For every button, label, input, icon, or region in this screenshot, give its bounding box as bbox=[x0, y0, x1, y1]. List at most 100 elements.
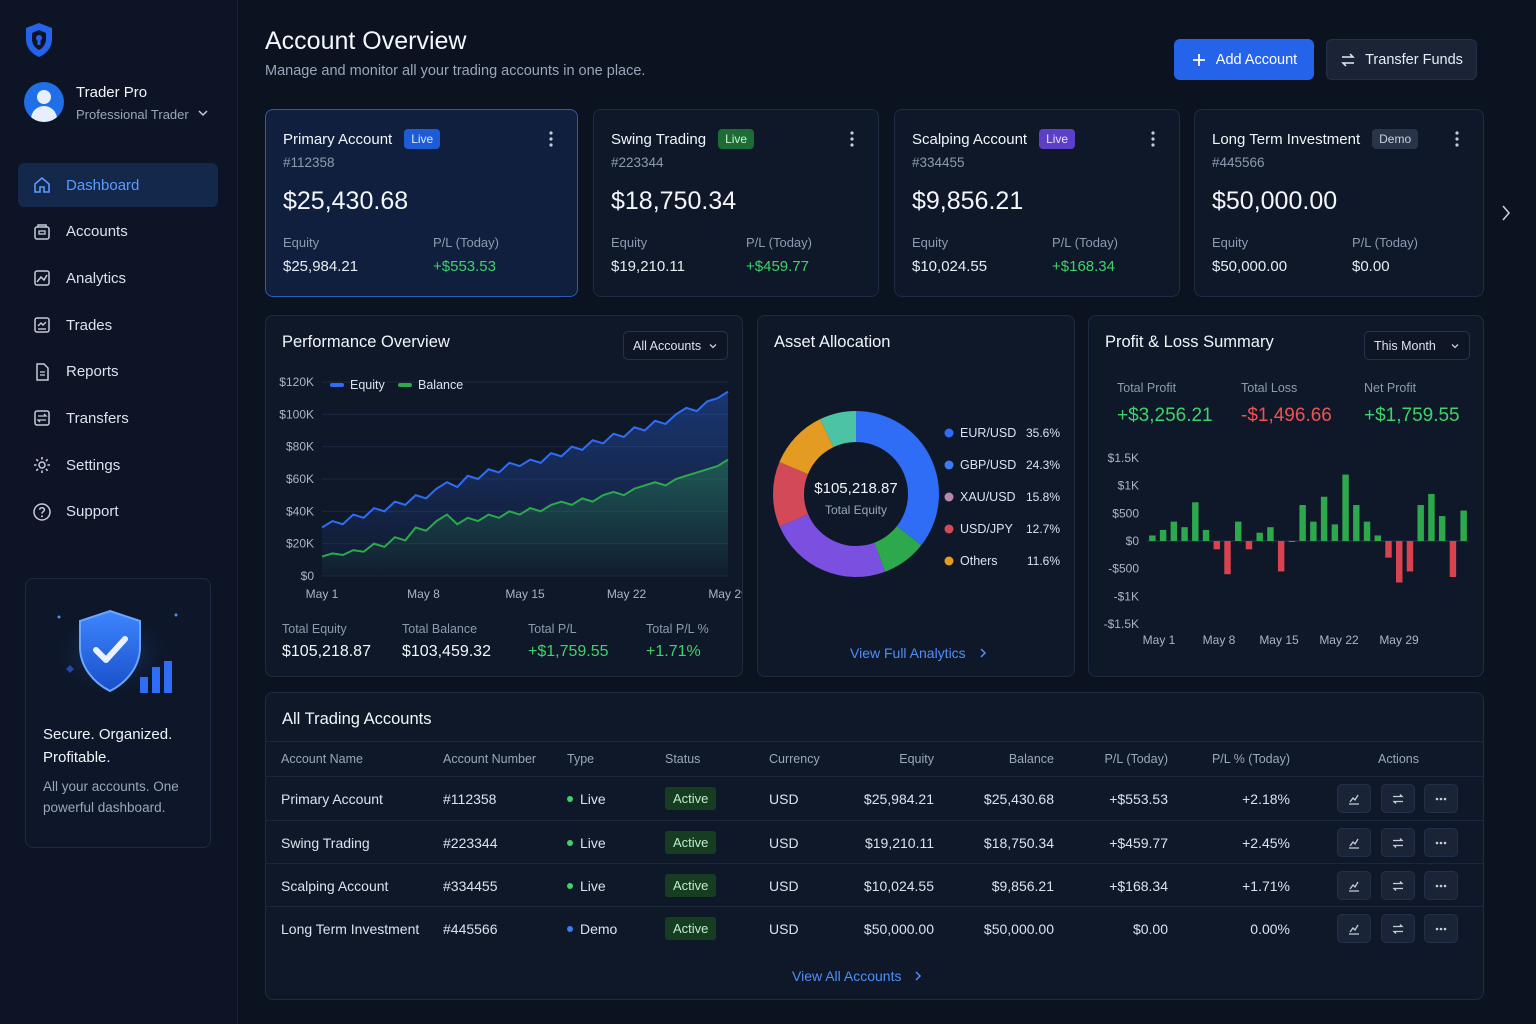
col-header: Account Name bbox=[281, 752, 363, 766]
transfer-icon bbox=[1392, 923, 1404, 934]
table-row[interactable]: Long Term Investment #445566 Demo Active… bbox=[265, 906, 1483, 954]
pnl-bar bbox=[1396, 541, 1403, 583]
chart-icon bbox=[1349, 924, 1359, 935]
sidebar: Trader Pro Professional Trader Dashboard… bbox=[0, 0, 238, 1024]
stat-value: +$1,759.55 bbox=[528, 643, 609, 660]
plus-icon bbox=[1192, 53, 1205, 66]
more-vertical-icon[interactable] bbox=[1451, 130, 1463, 148]
more-options-button[interactable] bbox=[1424, 871, 1458, 900]
sidebar-item-label: Analytics bbox=[66, 269, 127, 287]
legend-label: GBP/USD bbox=[960, 458, 1016, 472]
more-options-button[interactable] bbox=[1424, 784, 1458, 813]
sidebar-item-settings[interactable]: Settings bbox=[18, 443, 218, 487]
equity-value: $50,000.00 bbox=[1212, 258, 1288, 275]
view-full-analytics-link[interactable]: View Full Analytics bbox=[850, 645, 989, 661]
sidebar-item-transfers[interactable]: Transfers bbox=[18, 396, 218, 440]
legend-label: Equity bbox=[350, 378, 385, 392]
transfer-button[interactable] bbox=[1381, 871, 1415, 900]
page-title: Account Overview bbox=[265, 27, 467, 55]
cell-pl-pct: +2.18% bbox=[1242, 790, 1290, 807]
shield-logo-icon[interactable] bbox=[24, 22, 54, 58]
status-badge: Active bbox=[665, 874, 717, 897]
cell-equity: $19,210.11 bbox=[864, 834, 934, 851]
chevron-down-icon[interactable] bbox=[196, 106, 210, 120]
more-vertical-icon[interactable] bbox=[1147, 130, 1159, 148]
stat-value: $105,218.87 bbox=[282, 643, 371, 660]
period-filter-select[interactable]: This Month bbox=[1364, 331, 1470, 360]
legend-label: USD/JPY bbox=[960, 522, 1013, 536]
pnl-bar bbox=[1267, 527, 1274, 541]
y-tick-label: $0 bbox=[301, 569, 315, 583]
col-header: Account Number bbox=[443, 752, 537, 766]
view-all-accounts-link[interactable]: View All Accounts bbox=[792, 968, 924, 984]
view-chart-button[interactable] bbox=[1337, 871, 1371, 900]
account-balance: $18,750.34 bbox=[611, 187, 737, 215]
sidebar-item-support[interactable]: Support bbox=[18, 490, 218, 534]
cell-currency: USD bbox=[769, 920, 799, 937]
cell-status: Active bbox=[665, 907, 717, 950]
donut-center-value: $105,218.87 bbox=[814, 480, 897, 497]
more-vertical-icon[interactable] bbox=[545, 130, 557, 148]
transfer-button[interactable] bbox=[1381, 828, 1415, 857]
transfer-funds-button[interactable]: Transfer Funds bbox=[1326, 39, 1477, 80]
status-badge: Active bbox=[665, 831, 717, 854]
sidebar-item-trades[interactable]: Trades bbox=[18, 303, 218, 347]
account-name: Scalping Account bbox=[912, 130, 1028, 148]
help-icon bbox=[33, 503, 51, 521]
chevron-right-icon[interactable] bbox=[1498, 203, 1514, 223]
legend-label: Balance bbox=[418, 378, 463, 392]
stat-value: $103,459.32 bbox=[402, 643, 491, 660]
sidebar-item-accounts[interactable]: Accounts bbox=[18, 210, 218, 254]
donut-slice bbox=[820, 411, 856, 448]
view-chart-button[interactable] bbox=[1337, 914, 1371, 943]
y-tick-label: $80K bbox=[286, 440, 314, 454]
chevron-down-icon bbox=[709, 344, 717, 349]
pnl-card: Profit & Loss Summary This Month Total P… bbox=[1088, 315, 1484, 677]
col-header: Currency bbox=[769, 752, 820, 766]
more-options-button[interactable] bbox=[1424, 914, 1458, 943]
account-card-primary[interactable]: Primary Account Live #112358 $25,430.68 E… bbox=[265, 109, 578, 297]
account-card-scalping[interactable]: Scalping Account Live #334455 $9,856.21 E… bbox=[894, 109, 1180, 297]
view-chart-button[interactable] bbox=[1337, 828, 1371, 857]
type-label: Live bbox=[580, 834, 606, 851]
table-row[interactable]: Swing Trading #223344 Live Active USD $1… bbox=[265, 820, 1483, 863]
add-account-button[interactable]: Add Account bbox=[1174, 39, 1314, 80]
promo-subtext: All your accounts. One powerful dashboar… bbox=[43, 779, 179, 815]
secure-shield-illustration bbox=[54, 609, 178, 697]
pnl-bar bbox=[1342, 474, 1349, 541]
more-horizontal-icon bbox=[1435, 797, 1447, 800]
pl-label: P/L (Today) bbox=[746, 235, 812, 250]
allocation-card: Asset Allocation $105,218.87 Total Equity… bbox=[757, 315, 1075, 677]
x-tick-label: May 15 bbox=[505, 587, 545, 601]
x-tick-label: May 8 bbox=[407, 587, 440, 601]
sidebar-item-dashboard[interactable]: Dashboard bbox=[18, 163, 218, 207]
sidebar-item-label: Support bbox=[66, 503, 119, 521]
pnl-bar bbox=[1149, 535, 1156, 541]
table-row[interactable]: Scalping Account #334455 Live Active USD… bbox=[265, 863, 1483, 906]
account-card-swing[interactable]: Swing Trading Live #223344 $18,750.34 Equ… bbox=[593, 109, 879, 297]
y-tick-label: -$500 bbox=[1108, 562, 1139, 576]
more-options-button[interactable] bbox=[1424, 828, 1458, 857]
chevron-right-icon bbox=[915, 971, 922, 981]
cell-currency: USD bbox=[769, 877, 799, 894]
account-filter-select[interactable]: All Accounts bbox=[623, 331, 728, 360]
legend-dot bbox=[944, 460, 954, 470]
sidebar-item-analytics[interactable]: Analytics bbox=[18, 256, 218, 300]
more-vertical-icon[interactable] bbox=[846, 130, 858, 148]
user-profile[interactable]: Trader Pro Professional Trader bbox=[24, 82, 224, 126]
transfer-button[interactable] bbox=[1381, 914, 1415, 943]
account-card-longterm[interactable]: Long Term Investment Demo #445566 $50,000… bbox=[1194, 109, 1484, 297]
pnl-bar bbox=[1449, 541, 1457, 577]
y-tick-label: $0 bbox=[1126, 534, 1140, 548]
account-number: #112358 bbox=[283, 155, 335, 170]
x-tick-label: May 29 bbox=[1379, 633, 1419, 647]
table-row[interactable]: Primary Account #112358 Live Active USD … bbox=[265, 776, 1483, 819]
equity-value: $25,984.21 bbox=[283, 258, 359, 275]
view-full-analytics-label: View Full Analytics bbox=[850, 645, 966, 661]
view-chart-button[interactable] bbox=[1337, 784, 1371, 813]
account-number: #334455 bbox=[912, 155, 965, 170]
sidebar-item-reports[interactable]: Reports bbox=[18, 350, 218, 394]
x-tick-label: May 1 bbox=[306, 587, 339, 601]
donut-slice bbox=[874, 526, 922, 572]
transfer-button[interactable] bbox=[1381, 784, 1415, 813]
